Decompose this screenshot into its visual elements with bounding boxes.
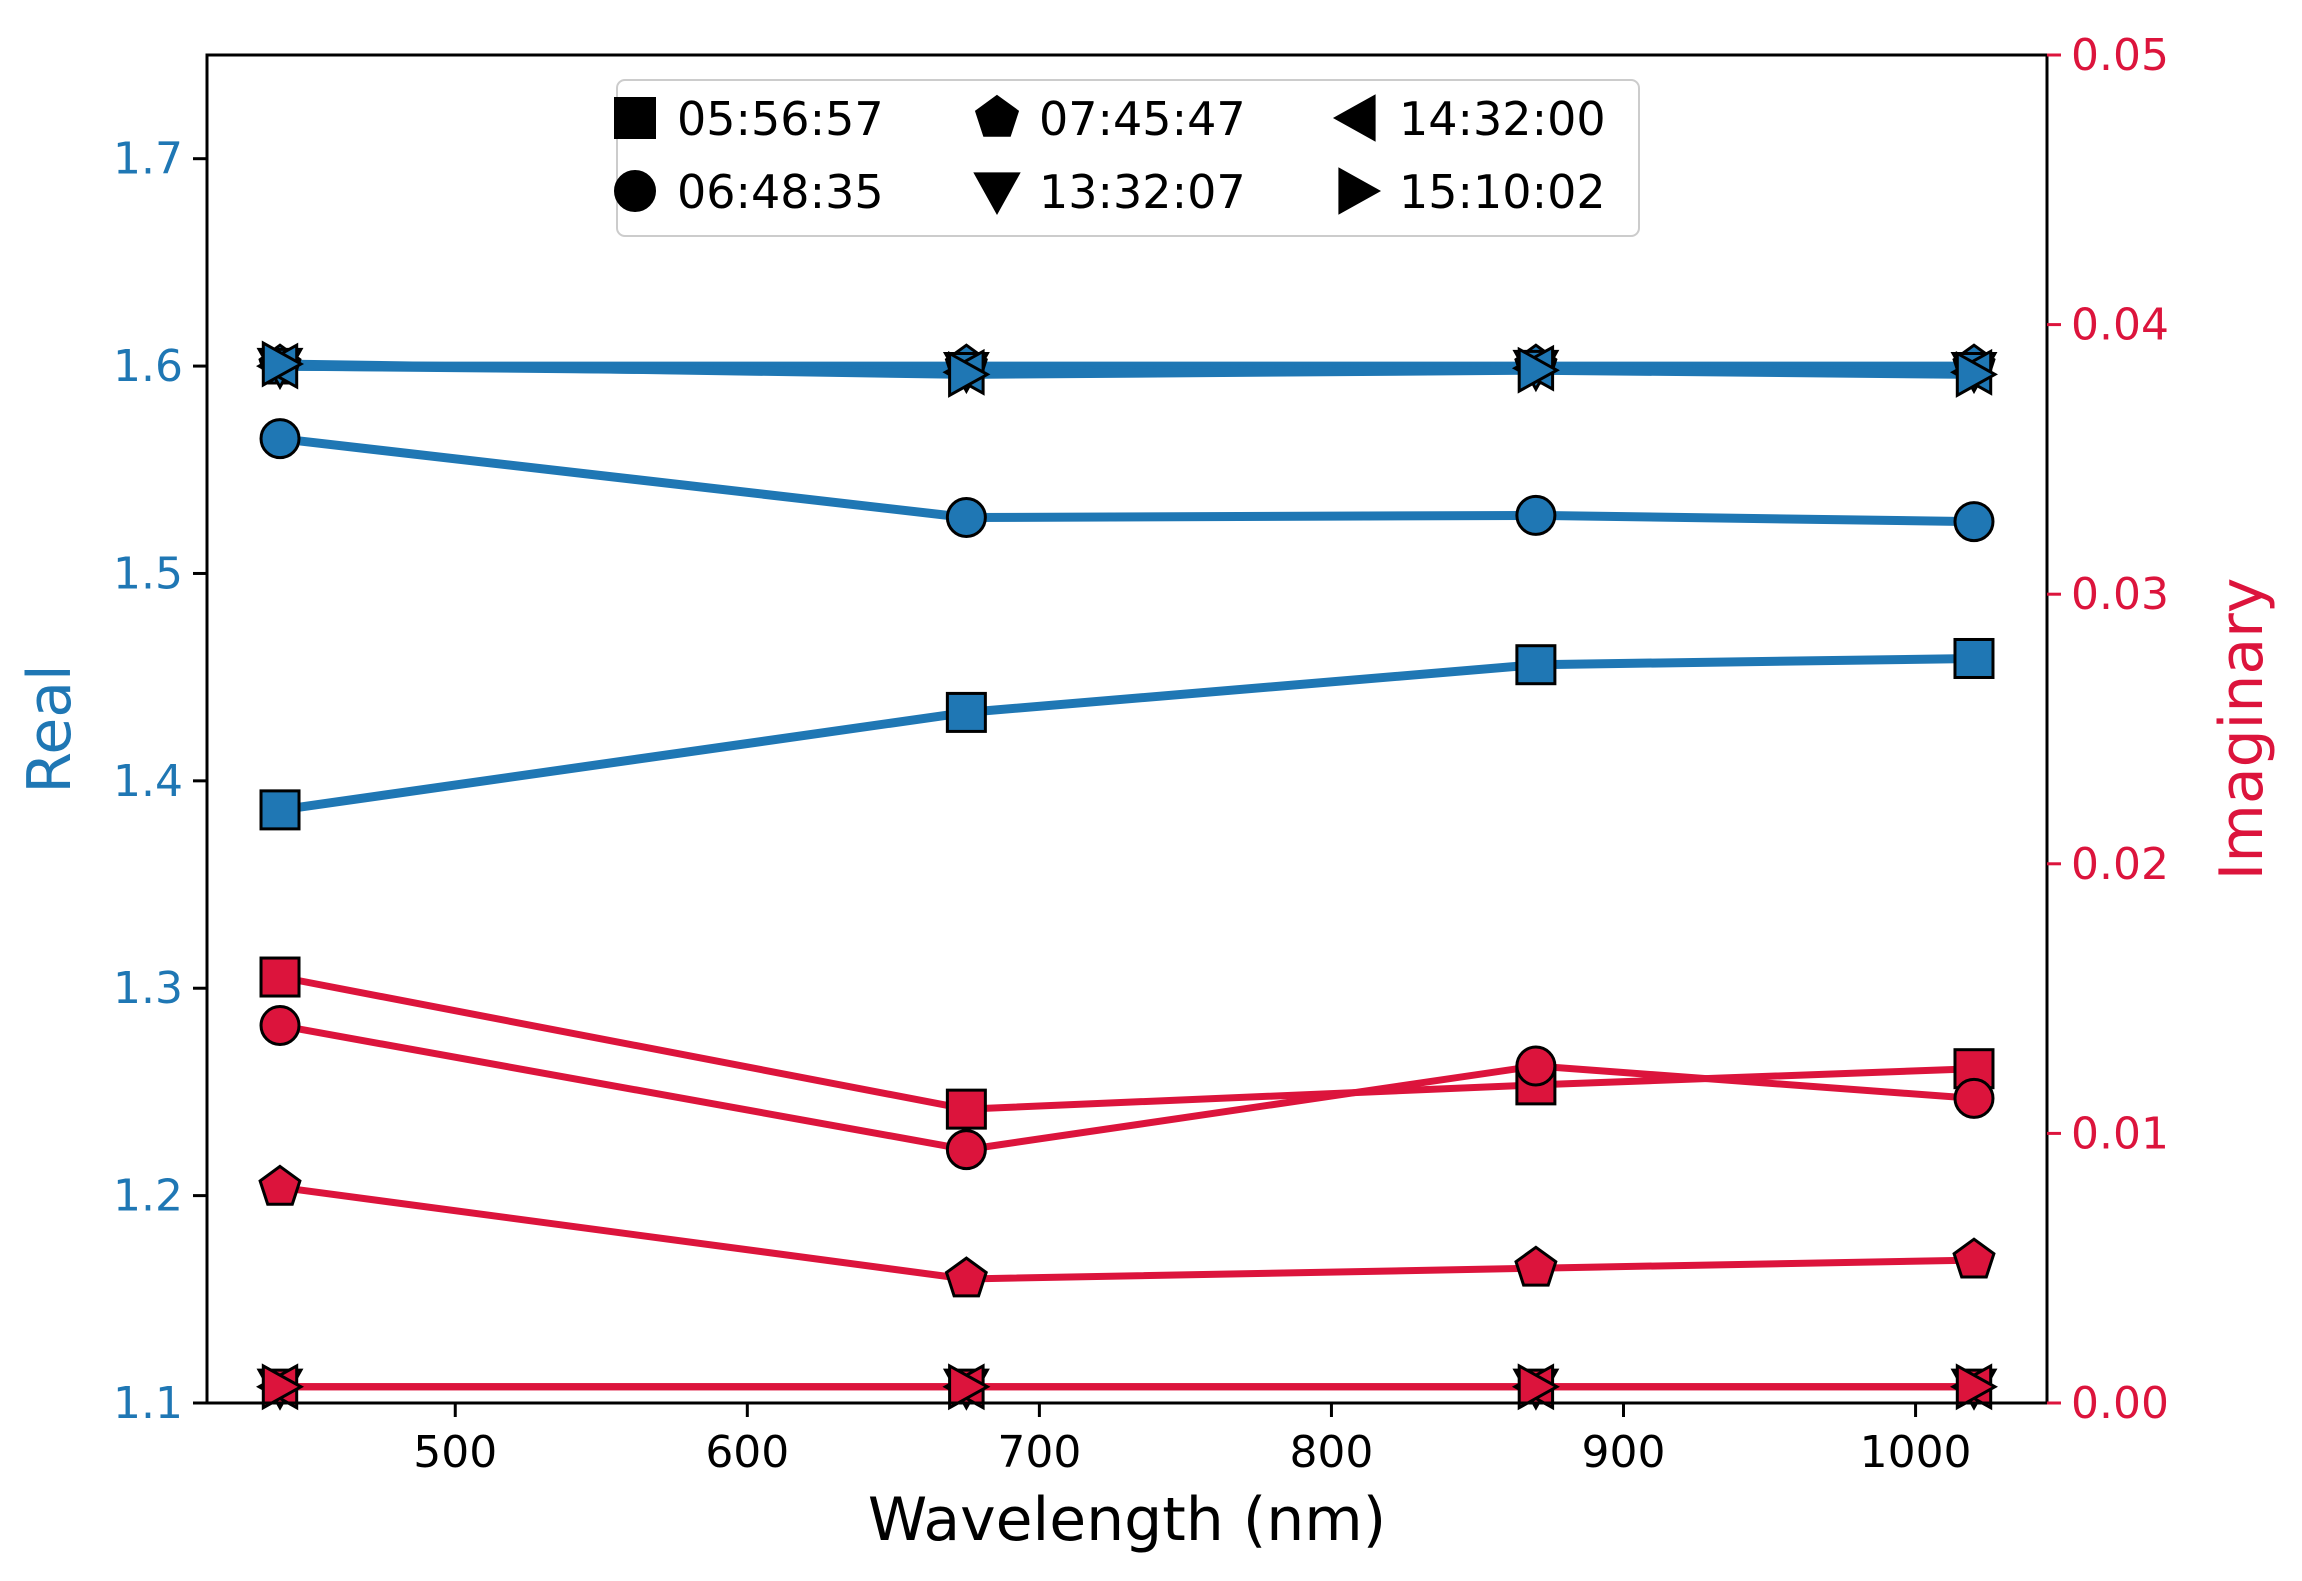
imag-point-055657-0 <box>259 956 301 998</box>
legend-label: 06:48:35 <box>677 165 884 219</box>
axes-layer: 500 600 700 800 900 1000 1.1 1.2 1.3 1.4 1.5 1.6 1.7… <box>113 30 2169 1478</box>
x-tick-label: 900 <box>1582 1427 1666 1478</box>
legend-marker-triangle-right <box>1338 167 1382 215</box>
imag-point-064835-2 <box>1515 1045 1557 1087</box>
real-point-055657-0 <box>259 789 301 831</box>
real-point-064835-3 <box>1953 501 1995 543</box>
y-axis-left-title: Real <box>15 664 85 793</box>
x-tick-label: 500 <box>413 1427 497 1478</box>
plot-frame <box>205 53 2049 1405</box>
legend-marker-triangle-down <box>973 172 1021 216</box>
imag-line-064835 <box>279 1022 1975 1154</box>
legend-label: 14:32:00 <box>1399 92 1606 146</box>
y-right-tick-label: 0.01 <box>2071 1108 2169 1159</box>
legend-label: 15:10:02 <box>1399 165 1606 219</box>
y-left-tick-label: 1.1 <box>113 1378 183 1429</box>
real-point-064835-2 <box>1515 494 1557 536</box>
legend-label: 07:45:47 <box>1039 92 1246 146</box>
legend-label: 13:32:07 <box>1039 165 1246 219</box>
y-left-tick-label: 1.4 <box>113 756 183 807</box>
imag-point-055657-1 <box>945 1088 987 1130</box>
y-right-tick-label: 0.03 <box>2071 569 2169 620</box>
y-left-tick-label: 1.3 <box>113 963 183 1014</box>
legend-marker-circle <box>614 170 656 212</box>
real-line-064835 <box>279 434 1975 527</box>
imag-point-074547-0 <box>258 1164 302 1206</box>
legend-marker-triangle-left <box>1332 94 1376 142</box>
real-point-151002-0 <box>261 340 304 388</box>
y-right-tick-label: 0.04 <box>2071 300 2169 351</box>
x-tick-label: 700 <box>997 1427 1081 1478</box>
legend-frame <box>616 79 1640 237</box>
y-right-tick-label: 0.02 <box>2071 839 2169 890</box>
legend-marker-pentagon <box>974 94 1020 137</box>
x-tick-label: 1000 <box>1860 1427 1972 1478</box>
imag-point-064835-1 <box>945 1129 987 1171</box>
imag-point-151002-2 <box>1517 1363 1560 1411</box>
real-point-055657-1 <box>945 691 987 733</box>
real-point-055657-3 <box>1953 637 1995 679</box>
y-left-tick-label: 1.5 <box>113 548 183 599</box>
imag-point-151002-1 <box>948 1363 991 1411</box>
imag-point-064835-3 <box>1953 1077 1995 1119</box>
y-right-tick-label: 0.00 <box>2071 1378 2169 1429</box>
legend: 05:56:57 06:48:35 07:45:47 13:32:07 14:32:00… <box>614 79 1640 237</box>
real-point-055657-2 <box>1515 644 1557 686</box>
imag-point-064835-0 <box>259 1005 301 1047</box>
imag-point-074547-2 <box>1514 1245 1558 1287</box>
real-point-064835-1 <box>945 496 987 538</box>
x-tick-label: 800 <box>1289 1427 1373 1478</box>
real-line-055657 <box>279 654 1975 815</box>
y-right-tick-label: 0.05 <box>2071 30 2169 81</box>
real-line-151002 <box>279 359 1975 379</box>
real-point-064835-0 <box>259 418 301 460</box>
real-series-layer <box>256 340 1998 831</box>
imag-point-151002-3 <box>1955 1363 1998 1411</box>
imag-point-074547-3 <box>1952 1237 1996 1279</box>
y-axis-right-title: Imaginary <box>2207 578 2277 881</box>
legend-label: 05:56:57 <box>677 92 884 146</box>
real-point-151002-2 <box>1517 346 1560 394</box>
imag-point-074547-1 <box>944 1256 988 1298</box>
y-left-tick-label: 1.7 <box>113 134 183 185</box>
x-axis-title: Wavelength (nm) <box>868 1485 1386 1555</box>
imag-point-151002-0 <box>261 1363 304 1411</box>
legend-marker-square <box>614 97 656 139</box>
imag-line-055657 <box>279 973 1975 1113</box>
imaginary-series-layer <box>256 956 1998 1411</box>
y-left-tick-label: 1.2 <box>113 1171 183 1222</box>
imag-line-074547 <box>279 1183 1975 1283</box>
x-tick-label: 600 <box>705 1427 789 1478</box>
y-left-tick-label: 1.6 <box>113 341 183 392</box>
real-point-151002-1 <box>948 350 991 398</box>
real-point-151002-3 <box>1955 350 1998 398</box>
